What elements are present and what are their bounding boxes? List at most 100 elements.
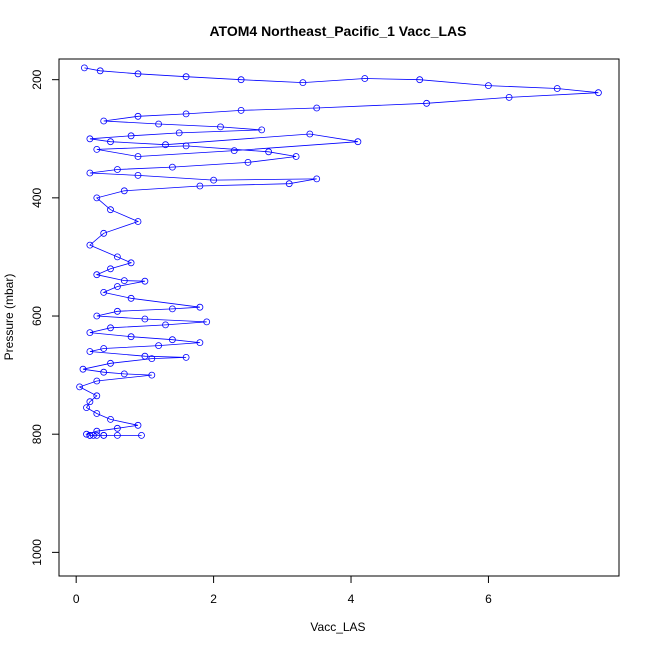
data-point bbox=[86, 329, 94, 337]
data-point bbox=[86, 431, 94, 439]
data-point bbox=[162, 321, 169, 329]
data-point bbox=[168, 336, 176, 344]
data-point bbox=[93, 377, 101, 385]
y-tick-label: 400 bbox=[30, 188, 44, 208]
data-point bbox=[114, 431, 121, 439]
data-point bbox=[210, 176, 218, 184]
data-point bbox=[134, 421, 142, 429]
series-line bbox=[78, 67, 599, 436]
data-point bbox=[196, 303, 204, 311]
data-point bbox=[83, 404, 90, 412]
data-point bbox=[162, 141, 169, 149]
data-point bbox=[86, 169, 94, 177]
data-point bbox=[86, 398, 94, 406]
data-point bbox=[134, 112, 142, 120]
data-point bbox=[168, 305, 176, 313]
data-point bbox=[100, 431, 108, 439]
data-point bbox=[141, 277, 149, 285]
data-point bbox=[100, 368, 108, 376]
data-point bbox=[354, 138, 362, 146]
data-point bbox=[361, 75, 369, 82]
data-point bbox=[203, 318, 211, 326]
data-point bbox=[120, 370, 128, 378]
data-point bbox=[505, 94, 513, 101]
data-point bbox=[114, 253, 121, 261]
chart-title: ATOM4 Northeast_Pacific_1 Vacc_LAS bbox=[209, 23, 466, 39]
data-point bbox=[114, 307, 121, 315]
data-point bbox=[258, 126, 266, 134]
data-point bbox=[93, 427, 101, 435]
data-point bbox=[93, 271, 101, 279]
x-tick-label: 0 bbox=[73, 592, 80, 606]
data-point bbox=[313, 175, 321, 183]
data-point bbox=[100, 229, 108, 237]
data-point bbox=[182, 142, 190, 150]
data-point bbox=[114, 166, 121, 173]
data-point bbox=[81, 64, 88, 72]
data-point bbox=[93, 392, 101, 400]
x-axis-label: Vacc_LAS bbox=[310, 620, 365, 634]
data-point bbox=[127, 132, 135, 140]
series-layer bbox=[76, 64, 602, 439]
data-point bbox=[138, 431, 145, 439]
data-point bbox=[114, 283, 121, 290]
data-point bbox=[244, 158, 252, 166]
data-point bbox=[86, 241, 94, 249]
data-point bbox=[484, 82, 492, 89]
data-point bbox=[83, 430, 90, 438]
data-point bbox=[141, 315, 149, 323]
data-point bbox=[182, 110, 190, 118]
data-point bbox=[120, 187, 128, 195]
data-point bbox=[423, 99, 431, 107]
data-point bbox=[127, 259, 135, 267]
y-tick-label: 1000 bbox=[30, 539, 44, 566]
data-point bbox=[141, 352, 149, 360]
y-tick-label: 200 bbox=[30, 69, 44, 89]
data-point bbox=[265, 148, 273, 156]
data-point bbox=[127, 333, 135, 341]
axes-layer: 0 2 4 6 200 400 600 800 1000 bbox=[30, 69, 492, 606]
data-point bbox=[96, 67, 104, 75]
data-point bbox=[595, 89, 602, 97]
data-point bbox=[168, 163, 176, 171]
data-point bbox=[100, 117, 108, 125]
data-point bbox=[175, 129, 183, 137]
data-point bbox=[93, 312, 101, 320]
data-point bbox=[114, 424, 121, 432]
data-point bbox=[93, 410, 101, 417]
data-point bbox=[127, 294, 135, 302]
data-point bbox=[155, 120, 163, 128]
data-point bbox=[86, 348, 94, 355]
data-point bbox=[148, 355, 156, 363]
data-point bbox=[107, 359, 114, 367]
data-point bbox=[100, 288, 108, 296]
data-point bbox=[134, 171, 142, 179]
data-point bbox=[299, 79, 307, 86]
data-point bbox=[230, 147, 238, 155]
x-tick-label: 6 bbox=[485, 592, 492, 606]
data-point bbox=[107, 415, 114, 423]
x-tick-label: 4 bbox=[348, 592, 355, 606]
data-point bbox=[285, 180, 293, 188]
data-point bbox=[182, 73, 190, 81]
data-point bbox=[93, 194, 101, 202]
data-point bbox=[416, 76, 424, 84]
data-point bbox=[155, 342, 163, 350]
data-point bbox=[100, 345, 108, 352]
data-point bbox=[93, 431, 101, 439]
data-point bbox=[120, 277, 128, 285]
data-point bbox=[76, 383, 83, 391]
data-point bbox=[196, 339, 204, 347]
data-point bbox=[107, 324, 114, 332]
data-point bbox=[107, 138, 114, 146]
data-point bbox=[90, 431, 97, 439]
data-point bbox=[148, 371, 156, 379]
y-axis-label: Pressure (mbar) bbox=[2, 274, 16, 361]
data-point bbox=[292, 153, 300, 160]
data-point bbox=[182, 353, 190, 361]
data-point bbox=[237, 107, 245, 114]
data-point bbox=[313, 104, 321, 112]
data-point bbox=[86, 135, 94, 143]
data-point bbox=[306, 130, 314, 138]
data-point bbox=[93, 145, 101, 153]
